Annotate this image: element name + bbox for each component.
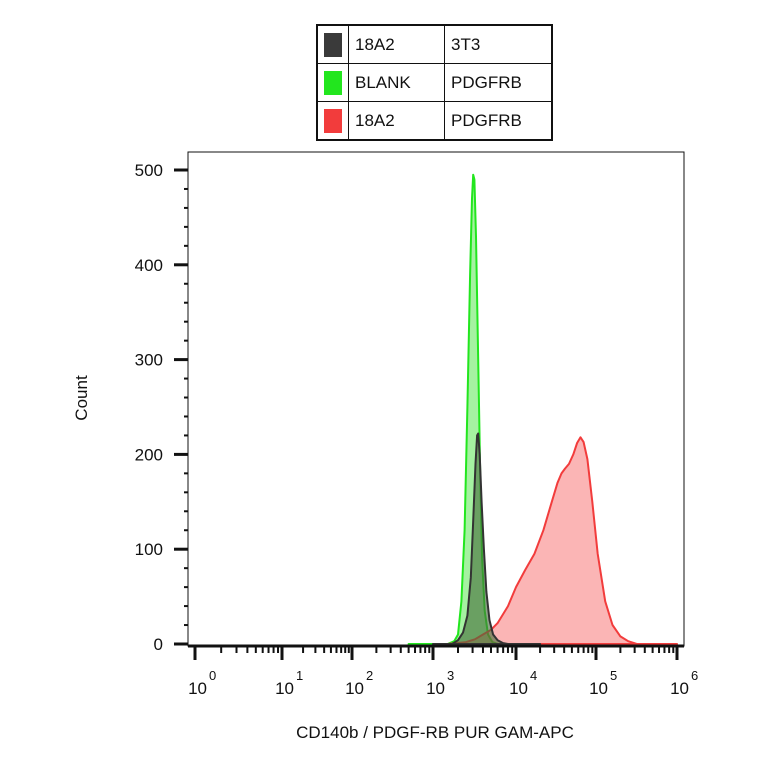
- x-tick-exponent: 6: [691, 668, 698, 683]
- histogram-series-2: [432, 432, 542, 645]
- x-tick-exponent: 2: [366, 668, 373, 683]
- legend-clone: BLANK: [348, 63, 445, 102]
- y-tick-label: 0: [154, 635, 163, 654]
- x-tick-exponent: 5: [610, 668, 617, 683]
- legend-swatch: [324, 32, 342, 57]
- x-axis-title: CD140b / PDGF-RB PUR GAM-APC: [296, 723, 574, 742]
- y-tick-label: 500: [135, 161, 163, 180]
- legend-row: 18A2 3T3: [316, 24, 553, 64]
- y-tick-label: 300: [135, 351, 163, 370]
- x-tick-exponent: 3: [447, 668, 454, 683]
- plot-frame: [187, 151, 685, 647]
- histogram-series-0: [407, 173, 517, 645]
- x-tick-label: 10: [670, 679, 689, 698]
- x-tick-label: 10: [345, 679, 364, 698]
- x-tick-label: 10: [509, 679, 528, 698]
- x-tick-label: 10: [188, 679, 207, 698]
- histogram-series-1: [446, 436, 678, 645]
- legend-clone: 18A2: [348, 101, 445, 141]
- y-tick-label: 400: [135, 256, 163, 275]
- legend-row: 18A2 PDGFRB: [316, 101, 553, 141]
- legend-antigen: 3T3: [444, 24, 553, 64]
- legend-antigen: PDGFRB: [444, 101, 553, 141]
- y-tick-label: 100: [135, 540, 163, 559]
- legend-row: BLANK PDGFRB: [316, 63, 553, 102]
- legend-swatch: [324, 108, 342, 133]
- x-tick-label: 10: [426, 679, 445, 698]
- x-tick-label: 10: [275, 679, 294, 698]
- x-tick-exponent: 0: [209, 668, 216, 683]
- x-tick-label: 10: [589, 679, 608, 698]
- legend-swatch: [324, 70, 342, 95]
- x-tick-exponent: 4: [530, 668, 537, 683]
- legend-antigen: PDGFRB: [444, 63, 553, 102]
- y-tick-label: 200: [135, 445, 163, 464]
- x-tick-exponent: 1: [296, 668, 303, 683]
- legend: 18A2 3T3 BLANK PDGFRB 18A2 PDGFRB: [316, 24, 553, 141]
- series-layer: [407, 173, 678, 645]
- y-axis-title: Count: [72, 375, 91, 421]
- legend-clone: 18A2: [348, 24, 445, 64]
